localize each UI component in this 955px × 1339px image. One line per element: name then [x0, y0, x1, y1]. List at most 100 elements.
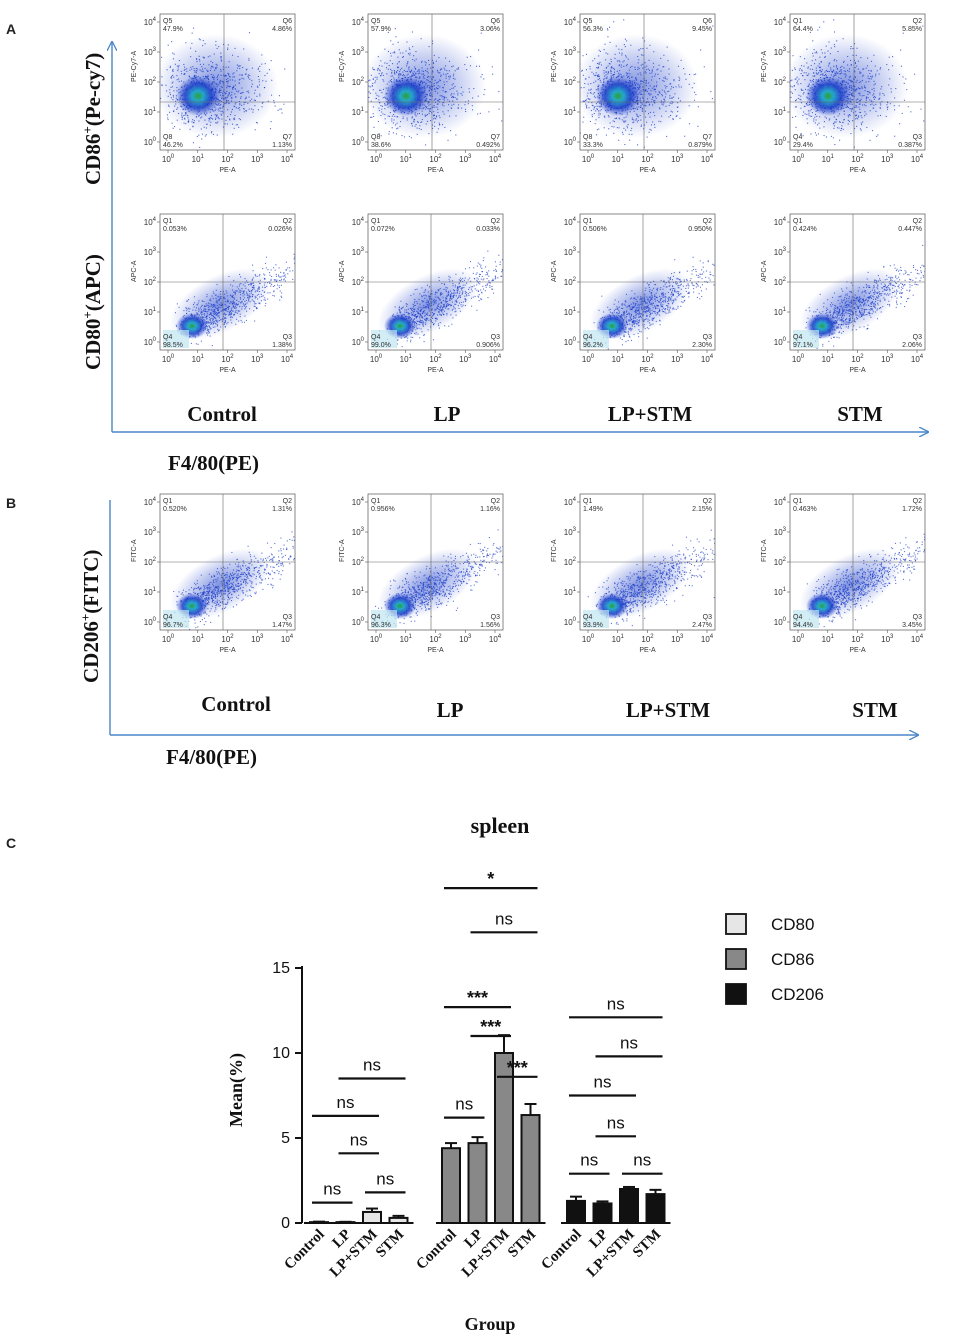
quadrant-tl-name: Q1 — [371, 498, 380, 505]
quadrant-br-name: Q7 — [283, 134, 292, 141]
y-tick-label: 102 — [352, 277, 365, 287]
quadrant-br-name: Q3 — [703, 334, 712, 341]
x-tick-label: 101 — [400, 154, 413, 164]
y-tick-label: 101 — [144, 307, 157, 317]
quadrant-tr-name: Q6 — [491, 18, 500, 25]
quadrant-bl-name: Q4 — [163, 614, 172, 621]
chart-y-title: Mean(%) — [226, 1053, 247, 1127]
chart-x-title: Group — [465, 1314, 516, 1334]
cd86-y-label: CD86+(Pe-cy7) — [80, 53, 105, 185]
quadrant-tr-value: 1.31% — [272, 506, 292, 513]
x-tick-label: 104 — [911, 354, 924, 364]
chart-y-tick-label: 0 — [281, 1215, 290, 1232]
flow-x-axis-title: PE-A — [427, 367, 444, 374]
flow-y-axis-title: APC-A — [339, 260, 346, 282]
flow-y-axis-title: FITC-A — [339, 539, 346, 562]
flow-y-axis-title: APC-A — [551, 260, 558, 282]
x-tick-label: 102 — [221, 354, 234, 364]
flow-y-axis-title: PE-Cy7-A — [551, 51, 558, 82]
panel-a-group-labels: Control LP LP+STM STM — [187, 402, 883, 426]
quadrant-bl-name: Q4 — [793, 614, 802, 621]
chart-y-tick-label: 15 — [272, 960, 290, 977]
quadrant-br-name: Q3 — [913, 614, 922, 621]
quadrant-tr-name: Q2 — [283, 498, 292, 505]
quadrant-bl-value: 38.6% — [371, 142, 391, 149]
quadrant-bl-name: Q4 — [793, 334, 802, 341]
x-tick-label: 101 — [400, 634, 413, 644]
quadrant-tl-name: Q1 — [583, 498, 592, 505]
quadrant-br-name: Q7 — [703, 134, 712, 141]
flow-x-axis-title: PE-A — [849, 647, 866, 654]
quadrant-tr-name: Q2 — [913, 498, 922, 505]
quadrant-tl-value: 56.3% — [583, 26, 603, 33]
y-tick-label: 102 — [144, 277, 157, 287]
scatter-cloud — [793, 533, 925, 628]
flow-y-axis-title: FITC-A — [761, 539, 768, 562]
quadrant-br-name: Q3 — [283, 614, 292, 621]
y-tick-label: 100 — [352, 137, 365, 147]
flow-y-axis-title: FITC-A — [551, 539, 558, 562]
y-tick-label: 100 — [144, 337, 157, 347]
x-tick-label: 102 — [851, 154, 864, 164]
x-tick-label: 100 — [370, 154, 383, 164]
quadrant-tl-value: 0.956% — [371, 506, 395, 513]
quadrant-tr-value: 0.033% — [476, 226, 500, 233]
panel-b-group-control: Control — [201, 692, 271, 716]
flow-y-axis-title: PE-Cy7-A — [131, 51, 138, 82]
y-tick-label: 102 — [144, 557, 157, 567]
x-tick-label: 102 — [429, 354, 442, 364]
quadrant-bl-name: Q4 — [583, 334, 592, 341]
quadrant-bl-value: 96.3% — [371, 622, 391, 629]
x-tick-label: 103 — [671, 634, 684, 644]
bar-cd206-stm — [645, 1193, 666, 1224]
quadrant-bl-name: Q8 — [583, 134, 592, 141]
quadrant-tr-value: 4.86% — [272, 26, 292, 33]
quadrant-tr-name: Q2 — [491, 218, 500, 225]
x-tick-label: 103 — [459, 154, 472, 164]
quadrant-tl-name: Q1 — [793, 218, 802, 225]
x-tick-label: 103 — [459, 634, 472, 644]
x-tick-label: 103 — [881, 154, 894, 164]
chart-category-label: Control — [281, 1227, 327, 1273]
panel-a-group-lp-stm: LP+STM — [608, 402, 692, 426]
scatter-cloud — [368, 28, 503, 146]
y-tick-label: 103 — [774, 527, 787, 537]
quadrant-bl-value: 33.3% — [583, 142, 603, 149]
y-tick-label: 100 — [564, 337, 577, 347]
significance-label: ns — [455, 1095, 473, 1114]
chart-title: spleen — [471, 813, 530, 838]
chart-y-tick-label: 10 — [272, 1045, 290, 1062]
quadrant-tr-value: 0.950% — [688, 226, 712, 233]
significance-label: ns — [620, 1033, 638, 1052]
quadrant-br-value: 3.45% — [902, 622, 922, 629]
y-tick-label: 104 — [564, 497, 577, 507]
y-tick-label: 103 — [144, 527, 157, 537]
chart-category-label: Control — [413, 1227, 459, 1273]
quadrant-br-name: Q3 — [491, 334, 500, 341]
y-tick-label: 102 — [564, 77, 577, 87]
quadrant-br-name: Q3 — [703, 614, 712, 621]
x-tick-label: 104 — [911, 634, 924, 644]
quadrant-bl-value: 29.4% — [793, 142, 813, 149]
quadrant-br-name: Q3 — [913, 334, 922, 341]
x-tick-label: 104 — [701, 634, 714, 644]
x-tick-label: 101 — [822, 154, 835, 164]
x-tick-label: 100 — [792, 154, 805, 164]
quadrant-br-name: Q3 — [283, 334, 292, 341]
quadrant-tr-name: Q2 — [283, 218, 292, 225]
legend-label-cd80: CD80 — [771, 915, 814, 934]
chart-y-tick-label: 5 — [281, 1130, 290, 1147]
quadrant-bl-value: 93.9% — [583, 622, 603, 629]
bar-cd86-lp — [467, 1142, 488, 1224]
quadrant-tr-value: 0.026% — [268, 226, 292, 233]
flow-x-axis-title: PE-A — [219, 167, 236, 174]
x-tick-label: 102 — [429, 154, 442, 164]
y-tick-label: 100 — [144, 617, 157, 627]
y-tick-label: 100 — [564, 617, 577, 627]
y-tick-label: 102 — [144, 77, 157, 87]
flow-x-axis-title: PE-A — [639, 167, 656, 174]
